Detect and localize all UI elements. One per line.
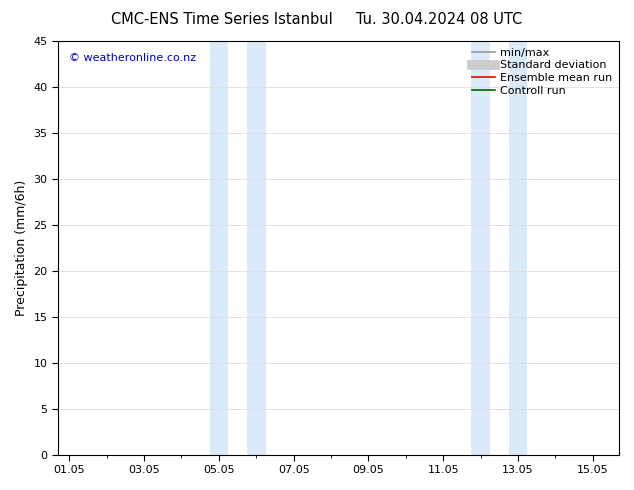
Text: © weatheronline.co.nz: © weatheronline.co.nz xyxy=(69,53,197,64)
Y-axis label: Precipitation (mm/6h): Precipitation (mm/6h) xyxy=(15,180,28,316)
Text: CMC-ENS Time Series Istanbul     Tu. 30.04.2024 08 UTC: CMC-ENS Time Series Istanbul Tu. 30.04.2… xyxy=(112,12,522,27)
Bar xyxy=(471,41,490,455)
Bar xyxy=(247,41,266,455)
Legend: min/max, Standard deviation, Ensemble mean run, Controll run: min/max, Standard deviation, Ensemble me… xyxy=(468,43,617,100)
Bar xyxy=(508,41,527,455)
Bar xyxy=(210,41,228,455)
